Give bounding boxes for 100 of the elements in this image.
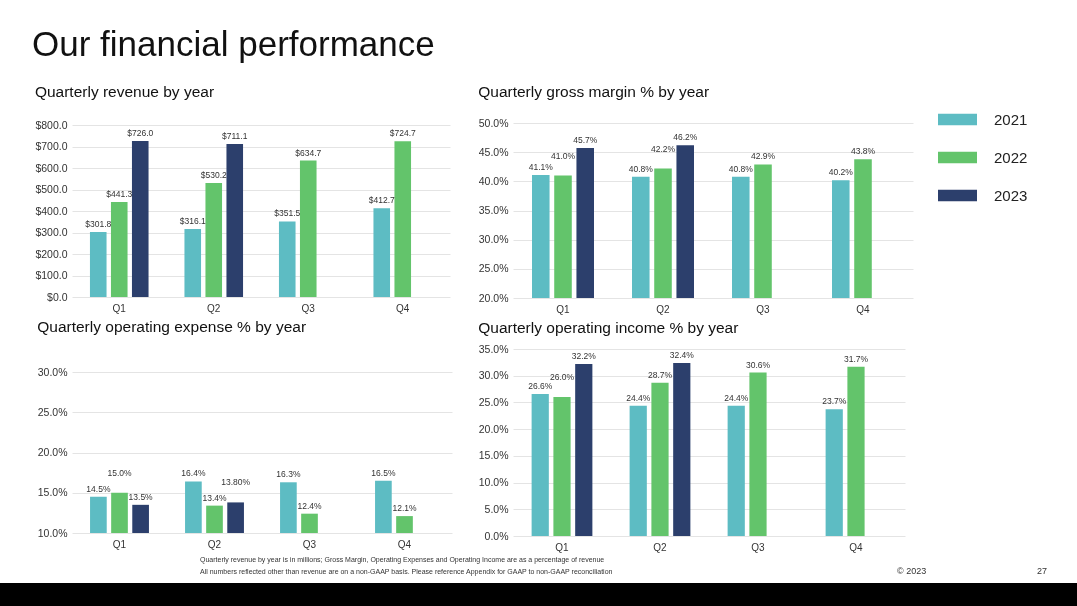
data-label: $412.7: [368, 195, 396, 206]
x-tick-label: Q2: [653, 541, 668, 553]
x-tick-label: Q2: [656, 303, 671, 315]
data-label: 26.0%: [549, 372, 575, 383]
data-label: 26.6%: [528, 380, 553, 391]
data-label: 45.7%: [573, 135, 598, 146]
x-tick-label: Q1: [556, 303, 571, 315]
y-tick-label: 20.0%: [37, 446, 68, 458]
data-label: 12.1%: [392, 503, 417, 514]
bar: [749, 372, 767, 536]
bar: [226, 144, 244, 297]
bar: [131, 140, 149, 297]
bar: [575, 363, 593, 536]
data-label: 32.2%: [571, 350, 597, 361]
y-tick-label: $800.0: [35, 118, 68, 131]
data-label: 16.4%: [181, 468, 206, 479]
x-tick-label: Q1: [112, 538, 127, 550]
chart-title: Quarterly gross margin % by year: [478, 82, 710, 100]
y-tick-label: $200.0: [35, 247, 68, 260]
data-label: $301.8: [85, 219, 112, 230]
text: Our financial performance: [32, 24, 435, 63]
x-tick-label: Q4: [396, 302, 410, 314]
data-label: 13.5%: [128, 491, 154, 502]
bar: [110, 202, 128, 297]
x-tick-label: Q3: [751, 541, 766, 553]
data-label: 12.4%: [297, 500, 322, 511]
data-label: 24.4%: [626, 392, 651, 403]
y-tick-label: 25.0%: [37, 405, 68, 418]
x-tick-label: Q1: [112, 302, 127, 314]
x-tick-label: Q4: [397, 538, 412, 550]
data-label: 40.8%: [728, 163, 754, 174]
data-label: 28.7%: [647, 369, 673, 380]
data-label: $441.3: [106, 189, 133, 200]
y-tick-label: 30.0%: [478, 233, 509, 246]
data-label: $634.7: [295, 147, 322, 158]
y-tick-label: 50.0%: [478, 116, 509, 129]
bar: [373, 208, 391, 297]
chart-title: Quarterly revenue by year: [34, 82, 215, 100]
x-tick-label: Q3: [301, 302, 316, 314]
y-tick-label: 20.0%: [478, 291, 509, 304]
y-tick-label: 25.0%: [478, 395, 509, 408]
bar: [673, 362, 691, 536]
y-tick-label: 0.0%: [484, 529, 509, 542]
y-tick-label: $600.0: [35, 161, 68, 174]
bar: [184, 229, 202, 297]
bar: [278, 221, 296, 297]
data-label: 40.2%: [828, 167, 854, 178]
text: 27: [1037, 566, 1048, 576]
bar: [205, 183, 223, 297]
data-label: 41.1%: [528, 161, 554, 172]
y-tick-label: 45.0%: [478, 145, 509, 158]
data-label: 15.0%: [107, 467, 132, 478]
bar: [299, 160, 317, 297]
data-label: 43.8%: [850, 146, 876, 157]
y-tick-label: $300.0: [35, 226, 68, 238]
data-label: 16.3%: [276, 469, 301, 480]
bar: [394, 141, 412, 297]
bar: [825, 409, 843, 536]
data-label: 31.7%: [843, 353, 869, 364]
data-label: $711.1: [222, 131, 248, 142]
data-label: 32.4%: [669, 349, 695, 360]
x-tick-label: Q3: [302, 538, 317, 550]
y-tick-label: 40.0%: [478, 174, 509, 187]
y-tick-label: 15.0%: [478, 449, 509, 462]
text: © 2023: [897, 566, 927, 576]
bar: [847, 366, 865, 536]
data-label: 40.8%: [628, 163, 654, 174]
y-tick-label: 20.0%: [478, 422, 509, 435]
y-tick-label: $400.0: [35, 204, 68, 217]
data-label: $351.5: [274, 208, 301, 219]
y-tick-label: 35.0%: [478, 204, 509, 216]
y-tick-label: 30.0%: [37, 365, 68, 378]
data-label: 23.7%: [822, 396, 847, 407]
data-label: 24.4%: [724, 392, 749, 403]
data-label: 13.80%: [221, 477, 251, 488]
chart-title: Quarterly operating expense % by year: [37, 317, 307, 335]
legend-label: 2021: [994, 110, 1028, 128]
y-tick-label: 5.0%: [484, 502, 509, 515]
y-tick-label: $500.0: [35, 183, 68, 195]
bar: [553, 397, 571, 536]
y-tick-label: $0.0: [47, 290, 68, 303]
y-tick-label: $700.0: [35, 140, 68, 152]
y-tick-label: 35.0%: [478, 342, 509, 355]
x-tick-label: Q3: [756, 303, 771, 315]
x-tick-label: Q1: [555, 541, 570, 553]
y-tick-label: 25.0%: [478, 262, 509, 275]
bar: [651, 382, 669, 536]
bar: [629, 405, 647, 536]
y-tick-label: 30.0%: [478, 369, 509, 382]
y-tick-label: $100.0: [35, 269, 68, 281]
data-label: 41.0%: [550, 150, 576, 161]
data-label: 14.5%: [86, 483, 111, 494]
data-label: 42.9%: [750, 151, 776, 162]
data-label: $724.7: [389, 128, 417, 139]
data-label: 30.6%: [745, 359, 771, 370]
data-label: $530.2: [200, 170, 228, 181]
data-label: 13.4%: [202, 492, 227, 503]
x-tick-label: Q2: [207, 538, 222, 550]
data-label: $726.0: [127, 127, 154, 138]
chart-title: Quarterly operating income % by year: [478, 318, 739, 336]
